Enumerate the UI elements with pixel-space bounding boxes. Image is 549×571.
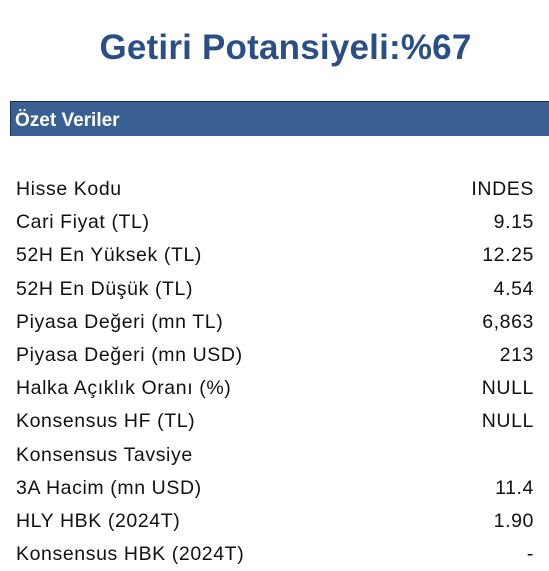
row-label: Konsensus HF (TL) — [16, 410, 196, 433]
summary-data-table: Hisse Kodu INDES Cari Fiyat (TL) 9.15 52… — [16, 173, 534, 571]
page-title: Getiri Potansiyeli:%67 — [99, 28, 472, 67]
row-label: HLY HBK (2024T) — [16, 509, 181, 532]
row-value: 11.4 — [495, 476, 534, 499]
table-row: Piyasa Değeri (mn TL) 6,863 — [16, 306, 534, 339]
row-label: Cari Fiyat (TL) — [16, 211, 150, 234]
row-label: 52H En Düşük (TL) — [16, 277, 194, 300]
row-value: NULL — [481, 377, 534, 400]
table-row: Konsensus HF (TL) NULL — [16, 405, 534, 438]
row-label: Hisse Kodu — [16, 178, 122, 200]
row-value: 213 — [499, 343, 534, 366]
section-header-label: Özet Veriler — [15, 110, 120, 131]
row-label: 3A Hacim (mn USD) — [16, 476, 202, 499]
section-header: Özet Veriler — [10, 101, 549, 136]
row-label: Piyasa Değeri (mn USD) — [16, 343, 243, 366]
table-row: Konsensus HBK (2024T) - — [16, 538, 534, 571]
row-value: INDES — [471, 178, 534, 200]
row-value: 1.90 — [493, 509, 534, 532]
row-label: Halka Açıklık Oranı (%) — [16, 377, 232, 400]
row-label: Konsensus Tavsiye — [16, 443, 193, 466]
row-value: 12.25 — [482, 244, 534, 267]
table-row: Konsensus Tavsiye — [16, 439, 534, 472]
row-value: NULL — [481, 410, 534, 433]
table-row: 3A Hacim (mn USD) 11.4 — [16, 472, 534, 505]
table-row: Piyasa Değeri (mn USD) 213 — [16, 339, 534, 372]
table-row: Halka Açıklık Oranı (%) NULL — [16, 372, 534, 405]
row-value: 6,863 — [482, 310, 534, 333]
table-row: Cari Fiyat (TL) 9.15 — [16, 206, 534, 239]
row-label: 52H En Yüksek (TL) — [16, 244, 203, 267]
row-label: Piyasa Değeri (mn TL) — [16, 310, 224, 333]
table-row: Hisse Kodu INDES — [16, 173, 534, 206]
row-label: Konsensus HBK (2024T) — [16, 543, 245, 566]
row-value: - — [526, 543, 534, 566]
row-value: 4.54 — [493, 277, 534, 300]
table-row: HLY HBK (2024T) 1.90 — [16, 505, 534, 538]
row-value: 9.15 — [493, 211, 534, 234]
table-row: 52H En Yüksek (TL) 12.25 — [16, 239, 534, 272]
table-row: 52H En Düşük (TL) 4.54 — [16, 273, 534, 306]
